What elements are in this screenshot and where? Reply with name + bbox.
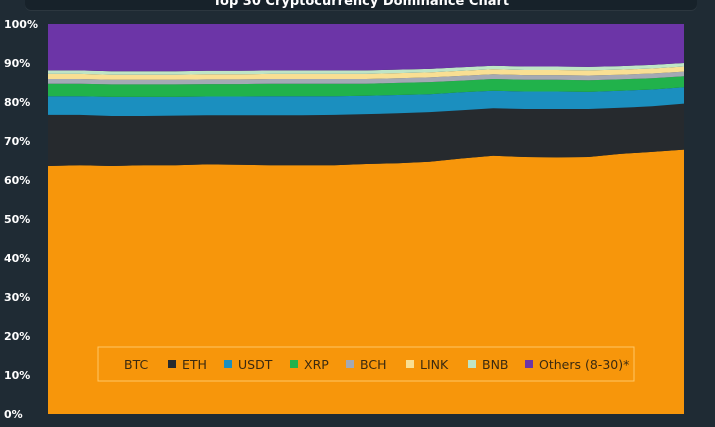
area-others-8-30 bbox=[48, 24, 684, 72]
y-tick-label: 70% bbox=[4, 135, 30, 148]
legend-swatch bbox=[468, 360, 476, 368]
legend-label: BCH bbox=[360, 357, 386, 372]
chart-title: Top 30 Cryptocurrency Dominance Chart bbox=[212, 0, 510, 9]
legend-label: Others (8-30)* bbox=[539, 357, 629, 372]
legend-swatch bbox=[224, 360, 232, 368]
area-usdt bbox=[48, 87, 684, 116]
legend-label: BTC bbox=[124, 357, 148, 372]
legend-swatch bbox=[346, 360, 354, 368]
legend-swatch bbox=[290, 360, 298, 368]
area-link bbox=[48, 66, 684, 80]
y-axis: 0% 10% 20% 30% 40% 50% 60% 70% 80% 90% 100% bbox=[4, 18, 38, 421]
legend-label: XRP bbox=[304, 357, 329, 372]
area-xrp bbox=[48, 76, 684, 97]
y-tick-label: 10% bbox=[4, 369, 30, 382]
legend-label: ETH bbox=[182, 357, 207, 372]
area-bch bbox=[48, 71, 684, 85]
area-eth bbox=[48, 103, 684, 166]
legend-label: BNB bbox=[482, 357, 509, 372]
legend: BTC ETH USDT XRP BCH LINK BNB Others (8-30)* bbox=[97, 346, 635, 382]
y-tick-label: 0% bbox=[4, 408, 23, 421]
legend-swatch bbox=[168, 360, 176, 368]
y-tick-label: 40% bbox=[4, 252, 30, 265]
y-tick-label: 80% bbox=[4, 96, 30, 109]
legend-swatch bbox=[406, 360, 414, 368]
y-tick-label: 60% bbox=[4, 174, 30, 187]
y-tick-label: 30% bbox=[4, 291, 30, 304]
y-tick-label: 50% bbox=[4, 213, 30, 226]
legend-background bbox=[97, 346, 635, 382]
y-tick-label: 100% bbox=[4, 18, 38, 31]
legend-label: LINK bbox=[420, 357, 449, 372]
legend-swatch bbox=[110, 360, 118, 368]
legend-swatch bbox=[525, 360, 533, 368]
y-tick-label: 20% bbox=[4, 330, 30, 343]
legend-label: USDT bbox=[238, 357, 273, 372]
y-tick-label: 90% bbox=[4, 57, 30, 70]
title-bar: Top 30 Cryptocurrency Dominance Chart bbox=[25, 0, 697, 10]
area-bnb bbox=[48, 63, 684, 75]
